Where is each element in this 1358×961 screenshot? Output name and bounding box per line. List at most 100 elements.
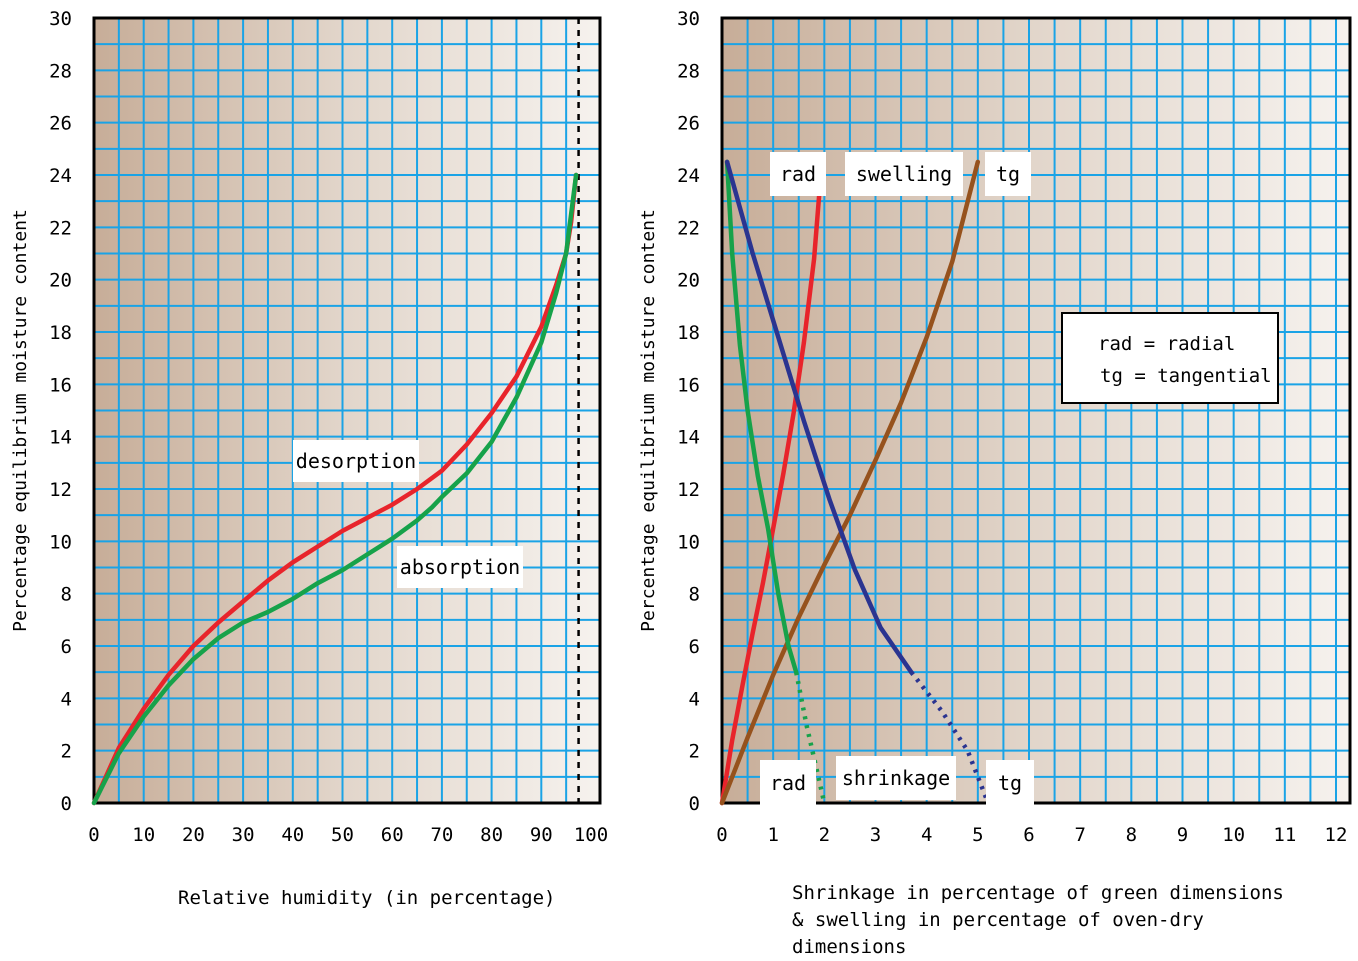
y-tick-label: 8 xyxy=(61,584,72,606)
gridlines xyxy=(722,18,1350,803)
label-rad-shrinkage-text: rad xyxy=(770,771,806,795)
series-line xyxy=(724,159,799,675)
y-tick-label: 22 xyxy=(677,217,700,239)
series-line xyxy=(724,159,914,675)
series-line xyxy=(91,172,579,806)
x-tick-label: 8 xyxy=(1126,824,1137,846)
y-tick-label: 24 xyxy=(49,165,72,187)
label-absorption: absorption xyxy=(397,546,523,588)
label-rad-swelling: rad xyxy=(770,152,826,196)
gridlines xyxy=(94,18,600,803)
y-tick-label: 28 xyxy=(677,60,700,82)
label-shrinkage-box xyxy=(836,756,956,800)
series-line xyxy=(719,159,825,806)
y-tick-label: 14 xyxy=(49,427,72,449)
label-tg-swelling-box xyxy=(985,152,1031,196)
label-tg-swelling-text: tg xyxy=(996,162,1020,186)
label-shrinkage: shrinkage xyxy=(836,756,956,800)
label-tg-shrinkage: tg xyxy=(986,760,1034,806)
y-tick-label: 10 xyxy=(49,531,72,553)
x-tick-label: 6 xyxy=(1023,824,1034,846)
label-tg-shrinkage-text: tg xyxy=(998,771,1022,795)
y-tick-label: 16 xyxy=(677,374,700,396)
x-tick-label: 0 xyxy=(716,824,727,846)
x-tick-label: 7 xyxy=(1074,824,1085,846)
x-tick-label: 5 xyxy=(972,824,983,846)
y-tick-label: 4 xyxy=(689,688,700,710)
y-tick-label: 8 xyxy=(689,584,700,606)
y-tick-label: 20 xyxy=(677,270,700,292)
y-tick-label: 30 xyxy=(49,8,72,30)
label-rad-shrinkage: rad xyxy=(760,760,816,806)
label-desorption: desorption xyxy=(293,440,419,482)
plot-frame xyxy=(720,16,1352,805)
y-tick-label: 18 xyxy=(49,322,72,344)
x-tick-label: 30 xyxy=(232,824,255,846)
x-tick-label: 80 xyxy=(480,824,503,846)
x-tick-label: 4 xyxy=(921,824,932,846)
x-tick-label: 20 xyxy=(182,824,205,846)
label-shrinkage-text: shrinkage xyxy=(842,766,950,790)
y-tick-label: 28 xyxy=(49,60,72,82)
y-tick-label: 24 xyxy=(677,165,700,187)
x-tick-label: 10 xyxy=(1222,824,1245,846)
y-tick-label: 6 xyxy=(61,636,72,658)
legend: rad = radial tg = tangential xyxy=(1061,312,1279,404)
x-tick-label: 3 xyxy=(870,824,881,846)
x-tick-label: 12 xyxy=(1325,824,1348,846)
x-tick-label: 70 xyxy=(430,824,453,846)
y-tick-label: 0 xyxy=(689,793,700,815)
y-tick-label: 20 xyxy=(49,270,72,292)
label-rad-shrinkage-box xyxy=(760,760,816,806)
y-axis-label: Percentage equilibrium moisture content xyxy=(638,209,659,632)
x-tick-label: 100 xyxy=(574,824,608,846)
label-absorption-box xyxy=(397,546,523,588)
left-x-axis-label: Relative humidity (in percentage) xyxy=(178,887,556,909)
y-tick-label: 26 xyxy=(49,113,72,135)
legend-box xyxy=(1061,312,1279,404)
y-tick-label: 2 xyxy=(689,741,700,763)
y-tick-label: 16 xyxy=(49,374,72,396)
legend-entry: tg = tangential xyxy=(1100,365,1272,387)
label-swelling-box xyxy=(845,152,963,196)
right-x-axis-label: Shrinkage in percentage of green dimensi… xyxy=(792,882,1284,958)
x-tick-label: 11 xyxy=(1273,824,1296,846)
series-line xyxy=(91,172,579,806)
y-tick-label: 12 xyxy=(677,479,700,501)
x-tick-label: 90 xyxy=(530,824,553,846)
y-tick-label: 30 xyxy=(677,8,700,30)
x-tick-label: 10 xyxy=(132,824,155,846)
y-tick-label: 4 xyxy=(61,688,72,710)
x-tick-label: 9 xyxy=(1177,824,1188,846)
label-absorption-text: absorption xyxy=(400,555,520,579)
x-tick-label: 2 xyxy=(819,824,830,846)
y-tick-label: 0 xyxy=(61,793,72,815)
y-tick-label: 6 xyxy=(689,636,700,658)
label-tg-shrinkage-box xyxy=(986,760,1034,806)
y-tick-label: 12 xyxy=(49,479,72,501)
y-tick-label: 10 xyxy=(677,531,700,553)
x-tick-label: 60 xyxy=(381,824,404,846)
series-line xyxy=(909,670,991,804)
label-rad-swelling-box xyxy=(770,152,826,196)
plot-frame xyxy=(92,16,602,805)
label-rad-swelling-text: rad xyxy=(780,162,816,186)
y-tick-label: 14 xyxy=(677,427,700,449)
label-desorption-text: desorption xyxy=(296,449,416,473)
series-line xyxy=(719,159,981,806)
label-tg-swelling: tg xyxy=(985,152,1031,196)
x-tick-label: 50 xyxy=(331,824,354,846)
label-swelling: swelling xyxy=(845,152,963,196)
legend-entry: rad = radial xyxy=(1098,333,1235,355)
y-axis-label: Percentage equilibrium moisture content xyxy=(10,209,31,632)
y-tick-label: 26 xyxy=(677,113,700,135)
x-tick-label: 1 xyxy=(767,824,778,846)
label-swelling-text: swelling xyxy=(856,162,952,186)
x-tick-label: 40 xyxy=(281,824,304,846)
x-tick-label: 0 xyxy=(88,824,99,846)
label-desorption-box xyxy=(293,440,419,482)
y-tick-label: 18 xyxy=(677,322,700,344)
